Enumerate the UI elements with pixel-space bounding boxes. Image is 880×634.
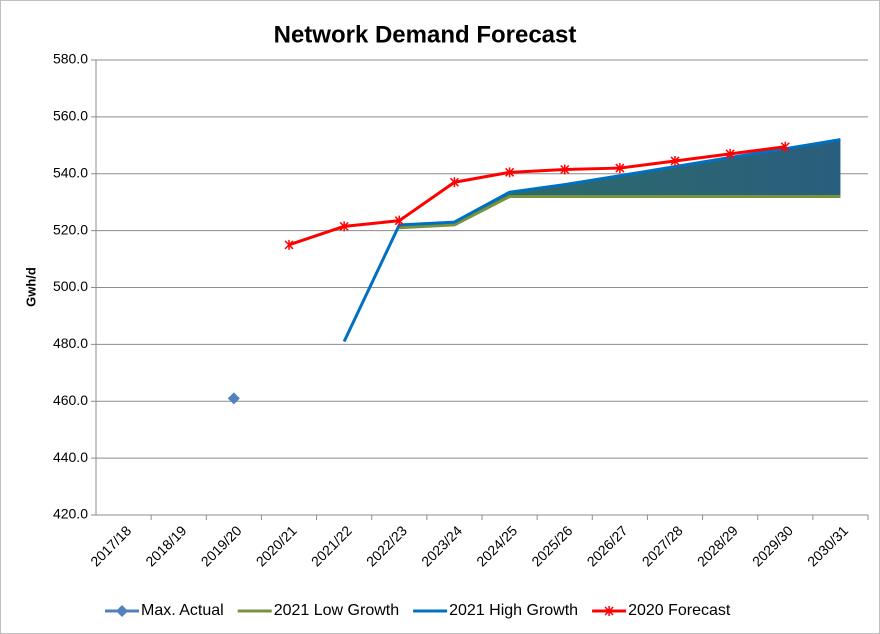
legend-label: Max. Actual xyxy=(141,602,224,619)
marker xyxy=(560,164,570,175)
marker xyxy=(227,392,240,405)
marker xyxy=(339,221,349,232)
legend-item: 2021 Low Growth xyxy=(237,602,399,619)
y-tick-label: 460.0 xyxy=(53,392,88,408)
y-tick-label: 540.0 xyxy=(53,164,88,180)
y-tick-label: 580.0 xyxy=(53,51,88,67)
y-axis-label: Gwh/d xyxy=(23,267,38,307)
legend-label: 2021 High Growth xyxy=(449,602,578,619)
y-tick-label: 440.0 xyxy=(53,449,88,465)
growth-band xyxy=(399,139,841,228)
legend-marker xyxy=(116,605,128,617)
marker xyxy=(449,177,459,188)
legend-item: 2021 High Growth xyxy=(413,602,578,619)
legend-label: 2020 Forecast xyxy=(628,602,731,619)
y-tick-label: 500.0 xyxy=(53,278,88,294)
series-line xyxy=(288,145,786,247)
marker xyxy=(780,141,790,152)
y-tick-label: 560.0 xyxy=(53,108,88,124)
y-tick-label: 480.0 xyxy=(53,335,88,351)
legend-item: 2020 Forecast xyxy=(592,602,731,619)
marker xyxy=(284,239,294,250)
legend-item: Max. Actual xyxy=(105,602,224,619)
marker xyxy=(505,167,515,178)
marker xyxy=(394,215,404,226)
marker xyxy=(725,148,735,159)
series-line xyxy=(399,195,841,230)
legend-marker xyxy=(604,606,614,616)
series-line xyxy=(342,138,841,343)
chart-title: Network Demand Forecast xyxy=(274,21,577,48)
marker xyxy=(670,155,680,166)
y-tick-label: 420.0 xyxy=(53,506,88,522)
legend-label: 2021 Low Growth xyxy=(274,602,399,619)
y-tick-label: 520.0 xyxy=(53,221,88,237)
marker xyxy=(615,163,625,174)
